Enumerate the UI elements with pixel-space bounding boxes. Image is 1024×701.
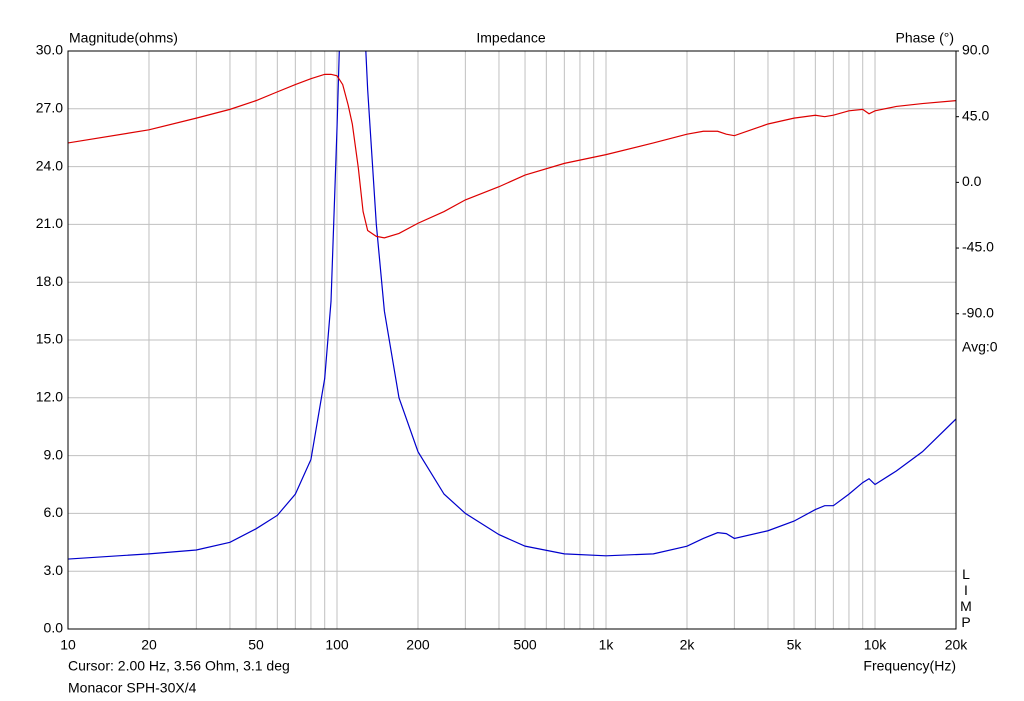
y-tick-label: 0.0 [44,620,64,636]
y2-tick-label: 0.0 [962,173,982,189]
y-tick-label: 21.0 [36,215,63,231]
y-tick-label: 30.0 [36,42,63,58]
y-tick-label: 24.0 [36,157,63,173]
y-axis-label: Magnitude(ohms) [69,30,178,46]
y-tick-label: 9.0 [44,446,64,462]
device-label: Monacor SPH-30X/4 [68,680,197,696]
plot-border [67,50,957,630]
x-tick-label: 10k [864,637,888,653]
x-tick-label: 2k [680,637,696,653]
y2-tick-label: 45.0 [962,107,989,123]
cursor-readout: Cursor: 2.00 Hz, 3.56 Ohm, 3.1 deg [68,658,290,674]
y-tick-label: 6.0 [44,504,64,520]
data-line [68,73,956,239]
plot-lines [68,51,956,560]
data-line [68,51,956,560]
y2-tick-label: -45.0 [962,239,994,255]
program-label: LIMP [958,566,974,630]
x-tick-label: 10 [60,637,76,653]
y2-tick-label: 90.0 [962,42,989,58]
y-tick-label: 18.0 [36,273,63,289]
x-tick-label: 5k [787,637,803,653]
y-tick-label: 12.0 [36,389,63,405]
x-tick-label: 20k [945,637,969,653]
y2-axis-label: Phase (°) [895,30,954,46]
x-axis-label: Frequency(Hz) [863,658,956,674]
y-tick-label: 27.0 [36,100,63,116]
x-tick-label: 200 [406,637,430,653]
x-tick-label: 50 [248,637,264,653]
chart-title: Impedance [476,30,545,46]
x-tick-label: 500 [513,637,537,653]
annotation: Avg:0 [962,339,998,355]
y-tick-label: 15.0 [36,331,63,347]
x-tick-label: 20 [141,637,157,653]
y-tick-label: 3.0 [44,562,64,578]
y2-tick-label: -90.0 [962,304,994,320]
x-tick-label: 100 [325,637,349,653]
x-tick-label: 1k [599,637,615,653]
